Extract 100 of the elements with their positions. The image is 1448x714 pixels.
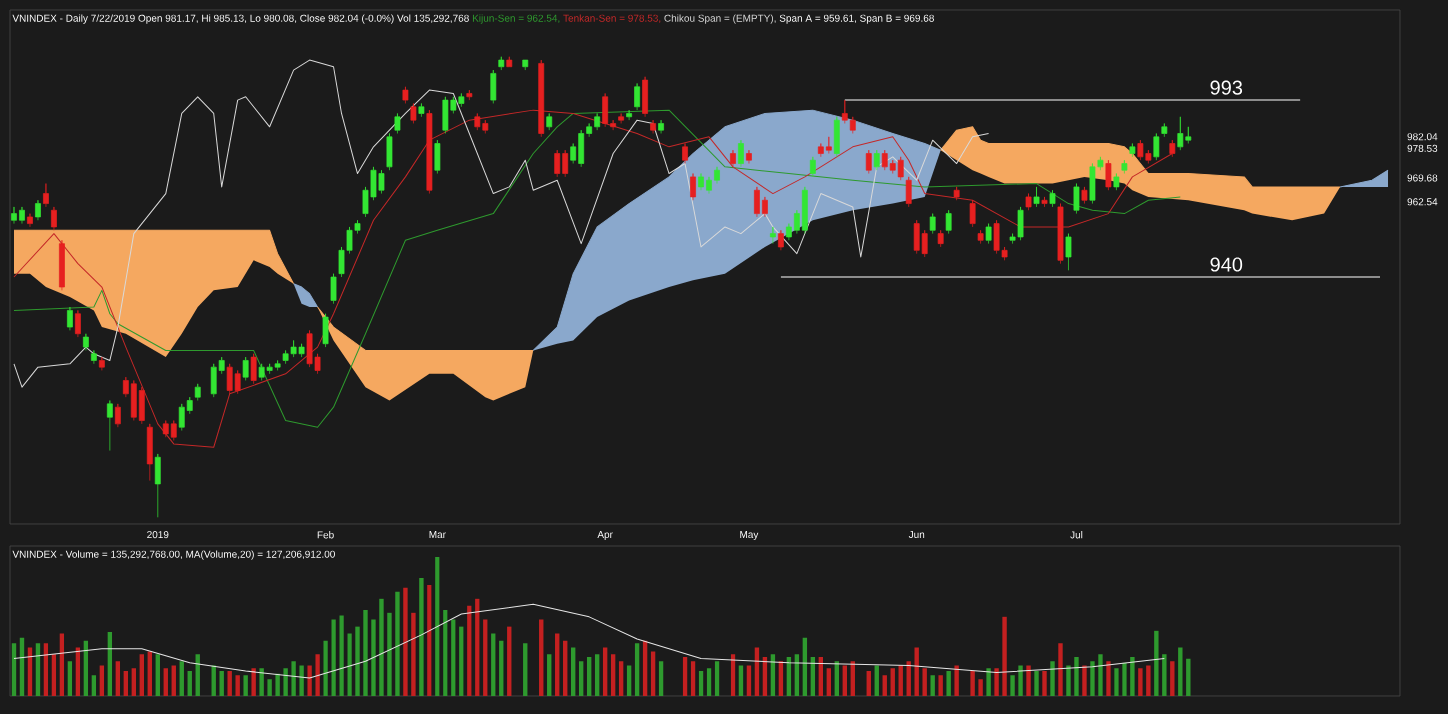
bar bbox=[523, 643, 528, 696]
candlestick bbox=[905, 176, 912, 208]
candlestick bbox=[250, 353, 257, 385]
candlestick bbox=[178, 403, 185, 431]
candlestick bbox=[410, 103, 417, 124]
candlestick bbox=[1169, 139, 1176, 158]
candlestick bbox=[929, 213, 936, 234]
bar bbox=[682, 657, 688, 696]
bar bbox=[75, 647, 81, 696]
candlestick bbox=[426, 109, 433, 194]
bar bbox=[1034, 671, 1039, 696]
bar bbox=[706, 668, 712, 696]
candlestick bbox=[634, 83, 641, 111]
candlestick bbox=[258, 363, 265, 381]
candlestick bbox=[1065, 233, 1072, 271]
bar bbox=[898, 665, 903, 696]
bar bbox=[547, 654, 552, 696]
bar bbox=[914, 647, 919, 696]
candlestick bbox=[1105, 159, 1112, 191]
candlestick bbox=[306, 330, 313, 368]
candlestick bbox=[1113, 173, 1120, 191]
candlestick bbox=[881, 149, 888, 171]
bar bbox=[1130, 657, 1135, 696]
candlestick bbox=[394, 113, 401, 134]
bar bbox=[219, 671, 224, 696]
candlestick bbox=[226, 363, 233, 395]
bar bbox=[419, 577, 424, 696]
candlestick bbox=[19, 206, 25, 224]
candlestick bbox=[642, 76, 648, 118]
bar bbox=[107, 632, 113, 696]
candlestick bbox=[274, 360, 281, 371]
bar bbox=[251, 668, 256, 696]
bar bbox=[11, 643, 17, 696]
bar bbox=[259, 668, 264, 696]
candlestick bbox=[1121, 159, 1128, 174]
candlestick bbox=[1137, 139, 1144, 161]
candlestick bbox=[554, 149, 561, 178]
candlestick bbox=[27, 213, 33, 228]
bar bbox=[1050, 661, 1055, 696]
candlestick bbox=[490, 69, 497, 104]
candlestick bbox=[418, 103, 425, 118]
bar bbox=[555, 633, 560, 696]
candlestick bbox=[777, 229, 784, 251]
bar bbox=[698, 671, 704, 696]
candlestick bbox=[234, 370, 241, 395]
bar bbox=[650, 651, 656, 696]
bar bbox=[746, 665, 752, 696]
candlestick bbox=[1057, 203, 1064, 265]
bar bbox=[690, 661, 696, 696]
candlestick bbox=[817, 143, 824, 158]
bar bbox=[930, 675, 935, 696]
candlestick bbox=[690, 173, 696, 201]
bar bbox=[986, 668, 991, 696]
candlestick bbox=[538, 59, 545, 138]
bar bbox=[658, 661, 664, 696]
candlestick bbox=[865, 149, 872, 174]
bar bbox=[67, 661, 73, 696]
candlestick bbox=[138, 386, 145, 425]
annotation: 940 bbox=[1210, 257, 1243, 272]
bar bbox=[155, 654, 160, 696]
candlestick bbox=[1041, 196, 1048, 208]
bar bbox=[594, 654, 600, 696]
annotation: 993 bbox=[1210, 80, 1243, 95]
bar bbox=[435, 557, 440, 696]
candlestick bbox=[945, 209, 952, 234]
bar bbox=[491, 633, 496, 696]
candlestick bbox=[953, 186, 960, 201]
candlestick bbox=[1161, 123, 1168, 138]
candlestick bbox=[1177, 116, 1184, 151]
bar bbox=[363, 609, 368, 696]
bar bbox=[1114, 668, 1119, 696]
candlestick bbox=[466, 89, 473, 101]
candlestick bbox=[746, 149, 752, 164]
candlestick bbox=[442, 96, 449, 134]
bar bbox=[874, 665, 879, 696]
candlestick bbox=[1129, 143, 1136, 158]
candlestick bbox=[578, 129, 585, 168]
bar bbox=[51, 654, 57, 696]
bar bbox=[403, 587, 408, 696]
candlestick bbox=[330, 273, 337, 305]
candlestick bbox=[825, 136, 832, 154]
candlestick bbox=[242, 356, 249, 381]
bar bbox=[227, 671, 232, 696]
candlestick bbox=[801, 186, 808, 234]
candlestick bbox=[594, 113, 601, 131]
candlestick bbox=[1089, 163, 1096, 204]
bar bbox=[179, 661, 184, 696]
candlestick bbox=[809, 156, 816, 178]
candlestick bbox=[833, 116, 840, 158]
candlestick bbox=[59, 239, 65, 291]
candlestick bbox=[154, 453, 161, 518]
bar bbox=[586, 657, 592, 696]
candlestick bbox=[402, 86, 409, 104]
bar bbox=[507, 626, 512, 696]
bar bbox=[1002, 616, 1007, 696]
bar bbox=[634, 643, 640, 696]
candlestick bbox=[114, 403, 121, 428]
bar bbox=[163, 668, 168, 696]
candlestick bbox=[897, 156, 904, 181]
bar bbox=[1154, 630, 1159, 696]
